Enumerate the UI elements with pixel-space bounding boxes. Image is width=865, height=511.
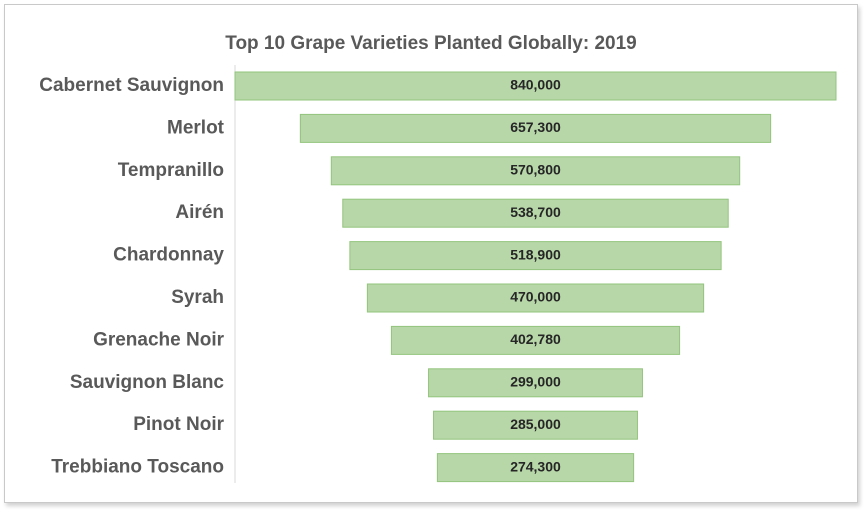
funnel-bar bbox=[299, 113, 772, 143]
data-label: 402,780 bbox=[510, 331, 561, 347]
category-label: Cabernet Sauvignon bbox=[39, 75, 224, 96]
category-label: Merlot bbox=[167, 117, 225, 138]
data-label: 657,300 bbox=[510, 119, 561, 135]
chart-frame: Top 10 Grape Varieties Planted Globally:… bbox=[4, 4, 858, 503]
data-label: 274,300 bbox=[510, 458, 561, 474]
chart-title: Top 10 Grape Varieties Planted Globally:… bbox=[225, 33, 637, 54]
category-label: Grenache Noir bbox=[93, 329, 225, 350]
data-label: 570,800 bbox=[510, 162, 561, 178]
funnel-bar bbox=[234, 71, 837, 101]
data-label: 285,000 bbox=[510, 416, 561, 432]
funnel-bar bbox=[390, 325, 681, 355]
data-label: 470,000 bbox=[510, 289, 561, 305]
category-label: Chardonnay bbox=[113, 245, 224, 266]
category-label: Pinot Noir bbox=[133, 414, 224, 435]
data-label: 538,700 bbox=[510, 204, 561, 220]
category-label: Tempranillo bbox=[118, 160, 224, 181]
funnel-bar bbox=[349, 241, 722, 271]
funnel-bar bbox=[330, 156, 741, 186]
category-label: Sauvignon Blanc bbox=[70, 372, 225, 393]
funnel-chart: Cabernet Sauvignon 840,000 Merlot 657,300 Te… bbox=[39, 65, 837, 483]
funnel-bar bbox=[366, 283, 705, 313]
category-label: Trebbiano Toscano bbox=[51, 457, 224, 478]
funnel-bar bbox=[342, 198, 729, 228]
data-label: 518,900 bbox=[510, 246, 561, 262]
funnel-bar bbox=[433, 410, 638, 440]
funnel-bar bbox=[436, 453, 635, 483]
data-label: 840,000 bbox=[510, 77, 561, 93]
category-label: Airén bbox=[175, 202, 224, 223]
data-label: 299,000 bbox=[510, 374, 561, 390]
funnel-bar bbox=[428, 368, 643, 398]
category-label: Syrah bbox=[171, 287, 224, 308]
